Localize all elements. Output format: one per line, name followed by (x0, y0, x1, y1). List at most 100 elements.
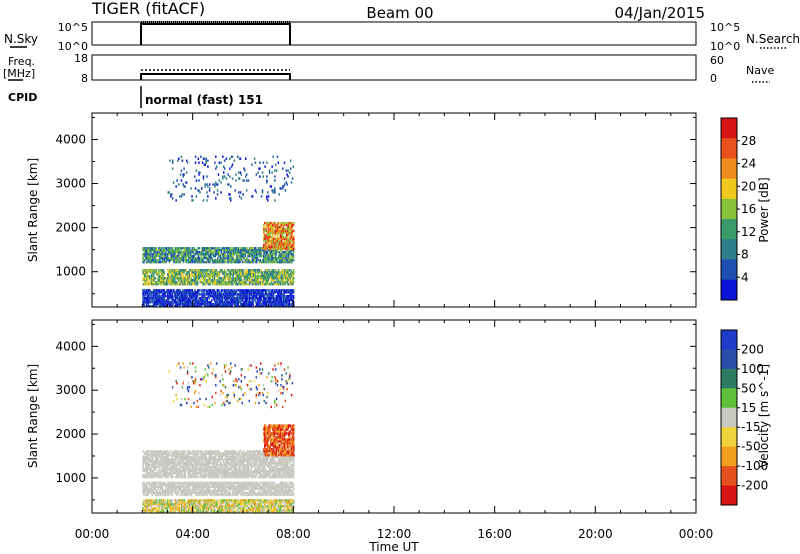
nsearch-label: N.Search (746, 32, 800, 46)
scatter-cell (193, 462, 195, 465)
scatter-cell (208, 297, 210, 300)
scatter-cell (216, 471, 218, 475)
scatter-cell (246, 282, 248, 286)
scatter-cell (196, 260, 199, 264)
scatter-cell (156, 299, 158, 302)
scatter-cell (188, 293, 190, 296)
scatter-cell (178, 473, 180, 477)
scatter-cell (231, 473, 233, 477)
scatter-cell (144, 271, 146, 274)
scatter-cell (228, 291, 231, 294)
scatter-cell (290, 299, 292, 302)
scatter-cell (240, 279, 242, 282)
scatter-cell (190, 271, 193, 274)
scatter-cell (188, 249, 190, 252)
scatter-cell (292, 165, 295, 168)
scatter-cell (285, 301, 288, 304)
scatter-cell (150, 279, 152, 282)
scatter-cell (160, 275, 163, 278)
scatter-cell (174, 251, 177, 254)
scatter-cell (142, 466, 144, 469)
scatter-cell (144, 456, 146, 459)
scatter-cell (239, 466, 241, 469)
scatter-cell (237, 301, 239, 304)
scatter-cell (263, 275, 266, 278)
scatter-cell (248, 275, 250, 278)
scatter-cell (196, 271, 198, 274)
scatter-cell (229, 260, 232, 264)
scatter-cell (181, 297, 184, 300)
scatter-cell (189, 258, 192, 262)
scatter-cell (152, 291, 154, 294)
scatter-cell (190, 295, 193, 298)
scatter-cell (159, 305, 162, 307)
scatter-cell (190, 277, 193, 280)
scatter-cell (196, 282, 198, 286)
scatter-cell (187, 249, 189, 252)
scatter-cell (224, 269, 226, 272)
scatter-cell (194, 303, 196, 306)
scatter-cell (172, 454, 174, 457)
scatter-cell (231, 305, 233, 307)
scatter-cell (271, 239, 274, 243)
scatter-cell (224, 454, 226, 457)
scatter-cell (178, 468, 180, 471)
scatter-cell (164, 470, 166, 473)
scatter-cell (250, 293, 253, 296)
scatter-cell (145, 305, 148, 307)
scatter-cell (234, 189, 236, 192)
scatter-cell (237, 191, 240, 194)
scatter-cell (169, 251, 172, 254)
scatter-cell (218, 473, 221, 477)
scatter-cell (169, 279, 172, 282)
power-x-ticks (91, 113, 697, 307)
scatter-cell (172, 297, 174, 300)
scatter-cell (154, 454, 157, 457)
scatter-cell (277, 260, 280, 264)
scatter-cell (168, 460, 171, 463)
scatter-cell (231, 297, 233, 300)
scatter-cell (172, 470, 174, 473)
scatter-cell (210, 450, 212, 453)
scatter-cell (292, 229, 294, 233)
scatter-cell (262, 271, 264, 274)
scatter-cell (146, 305, 149, 307)
scatter-cell (220, 289, 223, 292)
scatter-cell (158, 450, 160, 453)
scatter-cell (215, 260, 217, 264)
scatter-cell (147, 269, 150, 272)
scatter-cell (210, 269, 212, 272)
scatter-cell (292, 305, 294, 307)
scatter-cell (196, 297, 198, 300)
scatter-cell (196, 251, 198, 254)
scatter-cell (186, 297, 188, 300)
scatter-cell (285, 254, 287, 258)
scatter-cell (180, 456, 182, 459)
scatter-cell (218, 299, 220, 302)
scatter-cell (209, 282, 211, 286)
scatter-cell (247, 277, 249, 280)
scatter-cell (258, 167, 260, 170)
scatter-cell (150, 275, 152, 278)
scatter-cell (272, 245, 275, 249)
scatter-cell (274, 187, 276, 190)
scatter-cell (164, 252, 166, 256)
scatter-cell (229, 249, 232, 252)
scatter-cell (172, 460, 174, 463)
scatter-cell (283, 251, 285, 254)
scatter-cell (263, 251, 266, 254)
scatter-cell (273, 260, 276, 264)
scatter-cell (290, 269, 292, 272)
scatter-cell (159, 291, 162, 294)
scatter-cell (197, 157, 199, 160)
scatter-cell (186, 271, 188, 274)
scatter-cell (264, 239, 267, 243)
scatter-cell (215, 297, 217, 300)
scatter-cell (211, 456, 214, 459)
scatter-cell (169, 454, 172, 457)
scatter-cell (171, 456, 173, 459)
scatter-cell (152, 452, 155, 455)
scatter-cell (185, 252, 187, 256)
scatter-cell (242, 282, 245, 286)
